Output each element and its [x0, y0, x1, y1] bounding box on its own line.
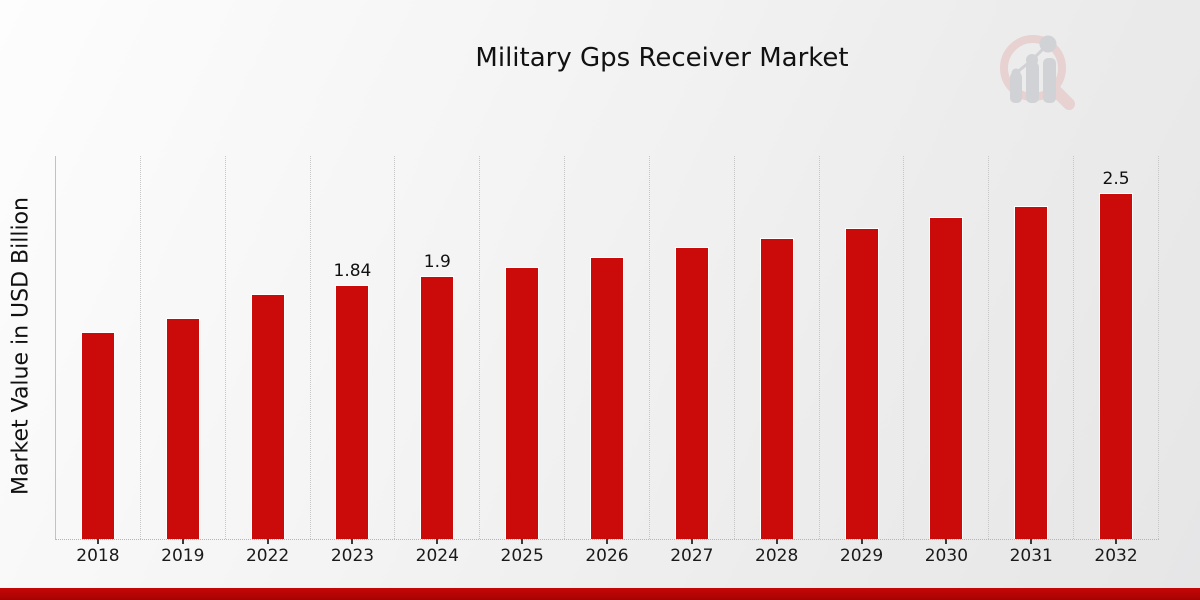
bar-2019	[165, 317, 200, 539]
bar-2025	[505, 266, 540, 539]
plot-column-2031: 2031	[989, 156, 1075, 566]
x-tick-label-2029: 2029	[839, 546, 884, 566]
bar-2024	[420, 276, 455, 539]
x-axis-tick-2030	[945, 539, 948, 544]
plot-area: 2018 2019 2022 1.84 2023 1.9 2024 2025 2026 2027 2…	[55, 156, 1159, 566]
bar-2031	[1014, 205, 1049, 539]
x-axis-tick-2026	[605, 539, 608, 544]
plot-column-2030: 2030	[904, 156, 990, 566]
plot-column-2019: 2019	[141, 156, 226, 566]
x-tick-label-2030: 2030	[924, 546, 969, 566]
x-tick-label-2032: 2032	[1094, 546, 1138, 566]
bar-2029	[844, 227, 879, 539]
x-tick-label-2025: 2025	[500, 546, 544, 566]
bar-2032	[1099, 193, 1134, 539]
x-tick-label-2023: 2023	[330, 546, 375, 566]
y-axis-label: Market Value in USD Billion	[8, 196, 34, 496]
x-tick-label-2019: 2019	[161, 546, 205, 566]
x-tick-label-2028: 2028	[755, 546, 799, 566]
plot-column-2027: 2027	[650, 156, 735, 566]
x-tick-label-2022: 2022	[245, 546, 290, 566]
footer-accent-bar	[0, 588, 1200, 600]
x-tick-label-2031: 2031	[1009, 546, 1053, 566]
plot-column-2029: 2029	[820, 156, 905, 566]
x-axis-tick-2025	[521, 539, 524, 544]
plot-column-2026: 2026	[565, 156, 650, 566]
bar-value-label-2024: 1.9	[423, 252, 451, 273]
bar-2028	[759, 237, 794, 539]
x-axis-tick-2022	[266, 539, 269, 544]
bar-2027	[674, 247, 709, 539]
bar-2026	[589, 256, 624, 539]
x-axis-tick-2029	[860, 539, 863, 544]
x-axis-tick-2024	[436, 539, 439, 544]
bar-2022	[250, 294, 285, 539]
plot-column-2023: 1.84 2023	[311, 156, 396, 566]
bar-2018	[80, 331, 115, 539]
x-axis-tick-2031	[1030, 539, 1033, 544]
bar-2030	[929, 216, 964, 539]
bar-value-label-2032: 2.5	[1102, 169, 1130, 190]
x-tick-label-2024: 2024	[415, 546, 459, 566]
plot-column-2024: 1.9 2024	[395, 156, 481, 566]
x-axis-tick-2018	[96, 539, 99, 544]
plot-column-2018: 2018	[56, 156, 141, 566]
x-axis-tick-2023	[351, 539, 354, 544]
x-axis-tick-2028	[775, 539, 778, 544]
plot-column-2025: 2025	[480, 156, 566, 566]
x-axis-tick-2027	[690, 539, 693, 544]
x-tick-label-2018: 2018	[76, 546, 120, 566]
plot-column-2022: 2022	[226, 156, 311, 566]
plot-column-2028: 2028	[735, 156, 820, 566]
plot-column-2032: 2.5 2032	[1074, 156, 1159, 566]
x-axis-tick-2032	[1115, 539, 1118, 544]
x-tick-label-2027: 2027	[670, 546, 714, 566]
chart-title: Military Gps Receiver Market	[475, 43, 849, 73]
magnifier-bar-chart-logo-icon	[1000, 35, 1075, 110]
x-axis-tick-2019	[181, 539, 184, 544]
bar-value-label-2023: 1.84	[333, 260, 372, 281]
bar-2023	[335, 284, 370, 539]
x-tick-label-2026: 2026	[585, 546, 629, 566]
